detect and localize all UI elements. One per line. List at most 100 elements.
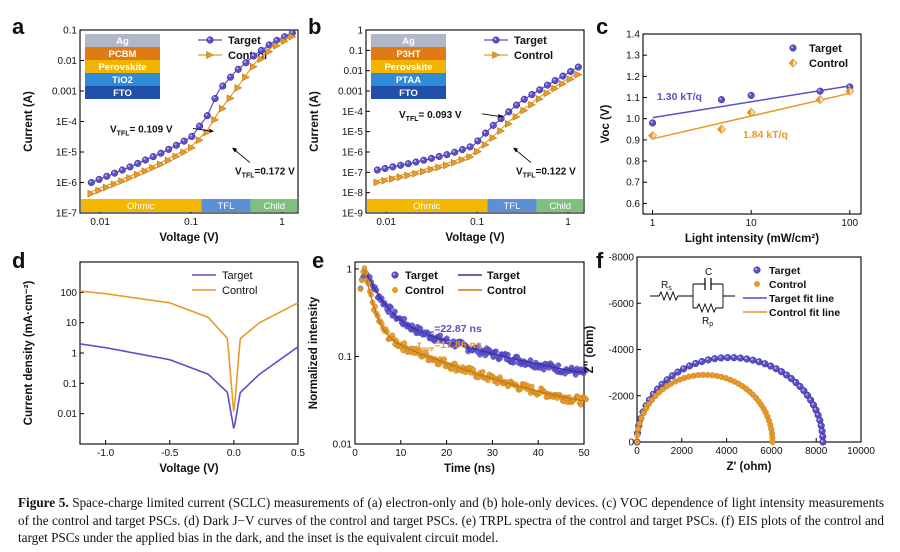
panel-b-legend-control-label: Control bbox=[514, 50, 553, 62]
panel-f-point-target-shine bbox=[706, 357, 709, 361]
panel-f-ylabel: Z'' (ohm) bbox=[584, 326, 596, 374]
panel-b-point-target-shine bbox=[506, 109, 509, 113]
panel-a-point-target-shine bbox=[158, 151, 162, 154]
panel-f-point-control bbox=[652, 393, 659, 400]
panel-f-point-target bbox=[777, 368, 786, 376]
panel-c-point-target-dot bbox=[649, 119, 657, 127]
panel-e-annotation-control: τave=17.86 ns bbox=[417, 339, 482, 353]
panel-b-point-target-shine bbox=[475, 138, 479, 142]
panel-a-point-control bbox=[118, 177, 127, 186]
panel-c-legend-target-label: Target bbox=[809, 43, 842, 55]
panel-f-point-target-shine bbox=[651, 392, 654, 395]
panel-c-point-control-fill bbox=[816, 95, 821, 104]
panel-b-point-target-shine bbox=[545, 83, 548, 86]
panel-f-point-target-dot bbox=[692, 359, 700, 368]
panel-f-point-target-shine bbox=[820, 434, 823, 437]
panel-f-point-target bbox=[736, 354, 744, 362]
panel-b-point-control bbox=[574, 70, 583, 79]
panel-c-y-tick-label: 0.6 bbox=[626, 199, 640, 210]
panel-b-point-target bbox=[536, 86, 544, 94]
panel-d-legend-target-label: Target bbox=[222, 270, 253, 282]
panel-c-legend-control-marker bbox=[788, 58, 798, 68]
panel-b-point-target bbox=[451, 148, 459, 156]
panel-f-x-tick-label: 4000 bbox=[715, 446, 738, 457]
panel-f-point-control bbox=[643, 405, 650, 412]
panel-b-point-target-dot bbox=[520, 95, 528, 103]
panel-a-region-label: Ohmic bbox=[127, 201, 155, 212]
panel-a-point-target-shine bbox=[228, 75, 231, 78]
panel-a-point-target bbox=[188, 132, 196, 140]
panel-b-point-target-dot bbox=[458, 145, 466, 154]
panel-b-point-target-dot bbox=[551, 77, 559, 85]
panel-f-legend-control-marker bbox=[754, 281, 760, 287]
panel-b-point-target-shine bbox=[568, 69, 571, 72]
panel-a-stack-layer bbox=[85, 73, 160, 86]
panel-f-y-tick-label: 0 bbox=[628, 438, 634, 449]
panel-a-point-control bbox=[149, 163, 158, 172]
panel-a-point-target bbox=[103, 172, 111, 180]
panel-a-point-control bbox=[195, 136, 204, 145]
panel-a-point-control bbox=[265, 47, 274, 56]
panel-a-point-target bbox=[234, 65, 242, 73]
panel-f-point-target-shine bbox=[725, 355, 728, 358]
panel-b-point-target-dot bbox=[435, 152, 443, 161]
panel-b-point-target-dot bbox=[474, 137, 482, 145]
panel-f-fit-control bbox=[636, 374, 774, 442]
panel-a-point-target-dot bbox=[211, 94, 219, 103]
panel-f-circuit-label-rs: Rs bbox=[661, 280, 672, 292]
panel-f-point-control bbox=[769, 439, 776, 446]
panel-f-point-target-dot bbox=[755, 358, 763, 366]
panel-a-point-target-dot bbox=[219, 82, 227, 90]
panel-b-point-target-shine bbox=[483, 131, 486, 134]
panel-b-point-target-dot bbox=[427, 154, 436, 162]
panel-c-annotation-target: 1.30 kT/q bbox=[657, 91, 702, 103]
panel-b-point-target-shine bbox=[375, 168, 378, 171]
panel-f-point-target-shine bbox=[779, 369, 782, 372]
panel-b-x-tick-label: 0.01 bbox=[376, 217, 396, 228]
panel-a-legend-control-marker bbox=[206, 51, 215, 59]
panel-b-legend-target-marker-dot bbox=[492, 36, 500, 44]
panel-b-point-target-shine bbox=[460, 147, 463, 150]
panel-b-point-target-dot bbox=[373, 166, 381, 174]
panel-c-point-control-fill bbox=[747, 108, 752, 117]
panel-a-y-tick-label: 1E-4 bbox=[56, 117, 78, 128]
panel-f-legend-control-label: Control bbox=[769, 279, 806, 291]
panel-a-point-target-shine bbox=[151, 154, 154, 157]
panel-b-point-target bbox=[381, 164, 389, 172]
panel-b-point-target bbox=[512, 101, 521, 109]
panel-a-ylabel: Current (A) bbox=[23, 91, 35, 152]
panel-d-y-tick-label: 0.01 bbox=[58, 409, 78, 420]
panel-c-legend-control-label: Control bbox=[809, 58, 848, 70]
panel-b-point-target-shine bbox=[452, 150, 455, 153]
panel-a-point-target-dot bbox=[149, 153, 157, 161]
panel-b-point-target-shine bbox=[514, 103, 517, 106]
panel-a-y-tick-label: 0.01 bbox=[58, 56, 78, 67]
panel-e-point-target bbox=[555, 362, 562, 369]
panel-b-y-tick-label: 1E-4 bbox=[342, 107, 364, 118]
panel-a-point-target bbox=[95, 175, 103, 183]
panel-f-point-control bbox=[655, 389, 662, 396]
panel-a-legend-target-marker bbox=[206, 36, 214, 44]
panel-b-annotation-arrowhead bbox=[513, 147, 518, 153]
panel-a-point-target bbox=[219, 82, 227, 90]
panel-d-series-control bbox=[79, 290, 299, 412]
panel-b-point-control bbox=[489, 134, 498, 142]
panel-f-point-target-shine bbox=[768, 364, 771, 367]
panel-a-point-target bbox=[165, 145, 173, 153]
panel-a-y-tick-label: 0.1 bbox=[63, 26, 77, 37]
panel-e-x-tick-label: 50 bbox=[578, 448, 590, 459]
panel-d-series-target bbox=[79, 343, 299, 429]
panel-e-ylabel: Normalized intensity bbox=[308, 296, 320, 409]
panel-b-point-target bbox=[389, 163, 397, 171]
panel-f-point-target-shine bbox=[693, 361, 696, 364]
panel-c-x-tick-label: 100 bbox=[841, 218, 858, 229]
panel-b-stack-layer bbox=[371, 86, 446, 99]
panel-f-point-target-shine bbox=[811, 402, 814, 406]
panel-a-point-control bbox=[180, 148, 189, 157]
panel-f-point-target bbox=[717, 354, 725, 362]
panel-a-point-control bbox=[226, 94, 235, 103]
panel-a-stack-label: Perovskite bbox=[98, 62, 146, 73]
panel-b-point-target bbox=[396, 161, 405, 169]
panel-f-point-target bbox=[819, 438, 827, 446]
panel-f-point-target-dot bbox=[698, 357, 706, 366]
